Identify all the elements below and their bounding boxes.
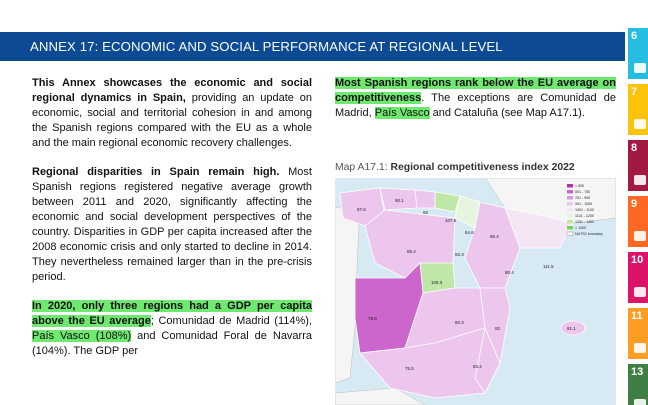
legend-swatch <box>566 231 574 236</box>
region-label: 92 <box>495 326 501 331</box>
eye-icon <box>634 399 646 405</box>
sdg-number: 8 <box>631 142 638 154</box>
competitiveness-paragraph: Most Spanish regions rank below the EU a… <box>335 76 616 121</box>
legend-label: 1251 - 1400 <box>575 220 594 224</box>
pais-vasco-highlight: País Vasco (108%) <box>32 330 132 342</box>
gdp-text-b: and Comunidad Foral de Navarra (104%). T… <box>32 330 312 357</box>
gdp-text-a: ; Comunidad de Madrid (114%), <box>150 315 312 327</box>
sdg-number: 11 <box>631 310 643 322</box>
region-label: 86.4 <box>490 234 499 239</box>
map-caption: Map A17.1: Regional competitiveness inde… <box>335 162 575 173</box>
competitiveness-text-b: and Cataluña (see Map A17.1). <box>429 107 585 119</box>
left-column: This Annex showcases the economic and so… <box>32 76 312 373</box>
map-legend: < 500 501 - 750 751 - 900 901 - 1000 100… <box>566 184 603 236</box>
intro-bold: This Annex showcases the economic and so… <box>32 77 312 104</box>
region-label: 92 <box>423 210 429 215</box>
africa-land <box>335 387 426 405</box>
disparities-bold: Regional disparities in Spain remain hig… <box>32 166 280 178</box>
intro-paragraph: This Annex showcases the economic and so… <box>32 76 312 151</box>
region-label: 90.1 <box>395 198 404 203</box>
legend-label: < 500 <box>575 184 584 188</box>
sdg-11-badge: 11 <box>628 308 648 359</box>
region-pais-vasco <box>434 191 461 213</box>
sdg-10-badge: 10 <box>628 252 648 303</box>
growth-chart-icon <box>634 175 646 185</box>
sdg-9-badge: 9 <box>628 196 648 247</box>
sdg-number: 9 <box>631 198 638 210</box>
pais-vasco-highlight-2: País Vasco <box>374 107 430 119</box>
region-valencia <box>479 287 511 365</box>
disparities-paragraph: Regional disparities in Spain remain hig… <box>32 165 312 285</box>
competitiveness-text-a: . The exceptions are Comunidad de Madrid… <box>335 92 616 119</box>
region-label: 80.3 <box>455 320 464 325</box>
legend-swatch <box>567 190 573 194</box>
annex-title: ANNEX 17: ECONOMIC AND SOCIAL PERFORMANC… <box>30 39 503 54</box>
region-label: 81.1 <box>567 326 576 331</box>
legend-label: NUTS2 boundary <box>575 232 603 236</box>
city-icon <box>634 343 646 353</box>
region-cantabria <box>414 189 436 209</box>
region-cataluna <box>504 207 574 249</box>
region-label: 78.9 <box>368 316 377 321</box>
sdg-number: 7 <box>631 86 638 98</box>
legend-label: 1001 - 1100 <box>575 208 594 212</box>
legend-swatch <box>567 196 573 200</box>
legend-label: 1101 - 1250 <box>575 214 594 218</box>
region-label: 109.3 <box>431 280 443 285</box>
region-label: 111.5 <box>543 264 554 269</box>
competitiveness-map: 87.6 90.1 92 107.6 84.6 86.4 111.5 80.4 … <box>335 178 616 405</box>
sdg-number: 10 <box>631 254 644 266</box>
cube-icon <box>634 231 646 241</box>
sdg-number: 13 <box>631 366 644 378</box>
region-label: 107.6 <box>445 218 457 223</box>
legend-label: 501 - 750 <box>575 190 590 194</box>
legend-label: 751 - 900 <box>575 196 590 200</box>
legend-swatch <box>567 208 573 212</box>
region-label: 87.6 <box>357 207 366 212</box>
annex-title-bar: ANNEX 17: ECONOMIC AND SOCIAL PERFORMANC… <box>0 32 625 61</box>
disparities-text: Most Spanish regions registered negative… <box>32 166 312 283</box>
region-label: 83.4 <box>473 364 482 369</box>
legend-swatch <box>567 184 573 188</box>
water-drop-icon <box>634 63 646 73</box>
map-svg: 87.6 90.1 92 107.6 84.6 86.4 111.5 80.4 … <box>335 178 616 405</box>
region-label: 84.6 <box>465 230 474 235</box>
legend-swatch <box>567 220 573 224</box>
gdp-paragraph: In 2020, only three regions had a GDP pe… <box>32 299 312 359</box>
legend-swatch <box>567 226 573 230</box>
sdg-number: 6 <box>631 30 638 42</box>
region-label: 85.4 <box>407 249 416 254</box>
region-label: 80.4 <box>505 270 514 275</box>
equality-icon <box>634 287 646 297</box>
region-murcia <box>474 326 501 394</box>
sdg-7-badge: 7 <box>628 84 648 135</box>
sdg-8-badge: 8 <box>628 140 648 191</box>
legend-swatch <box>567 202 573 206</box>
region-label: 92.3 <box>455 252 464 257</box>
legend-swatch <box>567 214 573 218</box>
map-title: Regional competitiveness index 2022 <box>390 162 575 173</box>
sdg-6-badge: 6 <box>628 28 648 79</box>
sdg-strip: 6 7 8 9 10 11 13 <box>628 28 648 405</box>
region-label: 75.5 <box>405 366 414 371</box>
sun-icon <box>634 119 646 129</box>
legend-label: 901 - 1000 <box>575 202 592 206</box>
map-label: Map A17.1: <box>335 162 391 173</box>
right-column: Most Spanish regions rank below the EU a… <box>335 76 616 135</box>
region-baleares <box>560 320 586 336</box>
legend-label: > 1400 <box>575 226 586 230</box>
sdg-13-badge: 13 <box>628 364 648 405</box>
region-aragon <box>464 201 521 289</box>
intro-text: providing an update on economic, social … <box>32 92 312 149</box>
